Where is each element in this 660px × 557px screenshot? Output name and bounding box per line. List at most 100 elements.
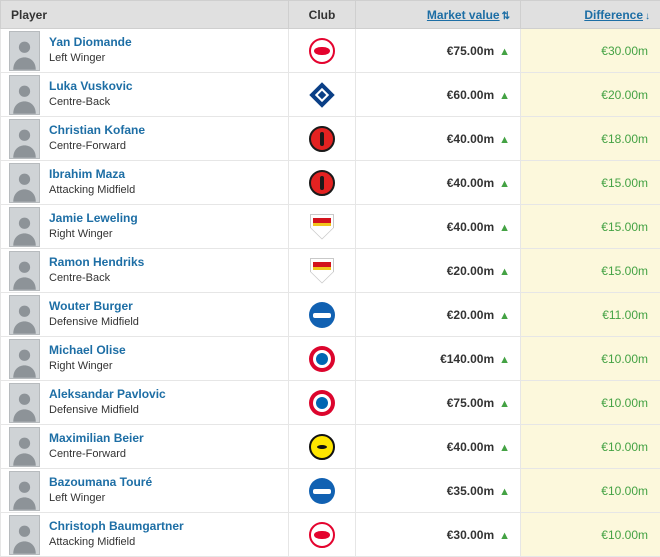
player-cell: Bazoumana Touré Left Winger xyxy=(1,469,289,513)
player-photo[interactable] xyxy=(9,251,40,291)
table-row: Bazoumana Touré Left Winger €35.00m▲ €10… xyxy=(1,469,660,513)
player-cell: Michael Olise Right Winger xyxy=(1,337,289,381)
market-value-cell: €40.00m▲ xyxy=(356,425,521,469)
market-value-up-icon: ▲ xyxy=(499,442,510,454)
player-position: Defensive Midfield xyxy=(49,316,139,330)
vfb-stuttgart-logo[interactable] xyxy=(310,258,334,284)
club-cell xyxy=(289,117,356,161)
player-photo[interactable] xyxy=(9,471,40,511)
market-value-cell: €140.00m ▲ xyxy=(356,337,521,381)
difference-header-label: Difference xyxy=(584,8,643,22)
market-value: €40.00m xyxy=(447,220,494,234)
table-row: Aleksandar Pavlovic Defensive Midfield €… xyxy=(1,381,660,425)
market-value-up-icon: ▲ xyxy=(499,134,510,146)
borussia-dortmund-logo[interactable] xyxy=(309,434,335,460)
market-value: €75.00m xyxy=(447,396,494,410)
person-silhouette-icon xyxy=(11,346,38,378)
player-name-link[interactable]: Jamie Leweling xyxy=(49,211,138,226)
difference-value: €11.00m xyxy=(602,308,648,322)
vfb-stuttgart-logo[interactable] xyxy=(310,214,334,240)
market-value-cell: €75.00m ▲ xyxy=(356,381,521,425)
player-cell: Christoph Baumgartner Attacking Midfield xyxy=(1,513,289,557)
player-position: Right Winger xyxy=(49,360,126,374)
bayern-munich-logo[interactable] xyxy=(309,346,335,372)
player-cell: Maximilian Beier Centre-Forward xyxy=(1,425,289,469)
player-photo[interactable] xyxy=(9,383,40,423)
player-name-link[interactable]: Yan Diomande xyxy=(49,35,132,50)
player-photo[interactable] xyxy=(9,515,40,555)
player-name-link[interactable]: Aleksandar Pavlovic xyxy=(49,387,166,402)
player-name-link[interactable]: Christian Kofane xyxy=(49,123,145,138)
bayern-munich-logo[interactable] xyxy=(309,390,335,416)
player-name-link[interactable]: Ibrahim Maza xyxy=(49,167,135,182)
hamburger-sv-logo[interactable] xyxy=(309,82,335,108)
player-name-link[interactable]: Luka Vuskovic xyxy=(49,79,133,94)
player-position: Centre-Forward xyxy=(49,448,144,462)
difference-cell: €30.00m xyxy=(521,29,660,73)
difference-cell: €10.00m xyxy=(521,513,660,557)
player-photo[interactable] xyxy=(9,31,40,71)
market-value-up-icon: ▲ xyxy=(499,354,510,366)
hoffenheim-logo[interactable] xyxy=(309,302,335,328)
difference-cell: €18.00m xyxy=(521,117,660,161)
difference-cell: €10.00m xyxy=(521,337,660,381)
difference-cell: €10.00m xyxy=(521,425,660,469)
difference-cell: €10.00m xyxy=(521,381,660,425)
col-header-market-value[interactable]: Market value⇅ xyxy=(427,8,510,22)
hoffenheim-logo[interactable] xyxy=(309,478,335,504)
player-cell: Jamie Leweling Right Winger xyxy=(1,205,289,249)
market-value-up-icon: ▲ xyxy=(499,398,510,410)
market-value-cell: €40.00m ▲ xyxy=(356,161,521,205)
club-cell xyxy=(289,381,356,425)
player-cell: Aleksandar Pavlovic Defensive Midfield xyxy=(1,381,289,425)
player-cell: Ramon Hendriks Centre-Back xyxy=(1,249,289,293)
difference-value: €10.00m xyxy=(601,396,648,410)
player-photo[interactable] xyxy=(9,119,40,159)
difference-value: €18.00m xyxy=(601,132,648,146)
difference-cell: €20.00m xyxy=(521,73,660,117)
bayer-leverkusen-logo[interactable] xyxy=(309,126,335,152)
difference-value: €10.00m xyxy=(601,484,648,498)
market-value-up-icon: ▲ xyxy=(499,486,510,498)
player-name-link[interactable]: Christoph Baumgartner xyxy=(49,519,184,534)
player-photo[interactable] xyxy=(9,207,40,247)
player-name-link[interactable]: Wouter Burger xyxy=(49,299,139,314)
player-photo[interactable] xyxy=(9,295,40,335)
player-photo[interactable] xyxy=(9,75,40,115)
player-cell: Yan Diomande Left Winger xyxy=(1,29,289,73)
table-row: Luka Vuskovic Centre-Back €60.00m▲ €20.0… xyxy=(1,73,660,117)
player-position: Attacking Midfield xyxy=(49,184,135,198)
player-position: Left Winger xyxy=(49,52,132,66)
club-cell xyxy=(289,293,356,337)
table-row: Jamie Leweling Right Winger €40.00m ▲ €15… xyxy=(1,205,660,249)
market-value-cell: €75.00m▲ xyxy=(356,29,521,73)
bayer-leverkusen-logo[interactable] xyxy=(309,170,335,196)
player-name-link[interactable]: Michael Olise xyxy=(49,343,126,358)
player-photo[interactable] xyxy=(9,339,40,379)
market-value: €20.00m xyxy=(447,264,494,278)
club-cell xyxy=(289,73,356,117)
market-value-up-icon: ▲ xyxy=(499,222,510,234)
rb-leipzig-logo[interactable] xyxy=(309,522,335,548)
difference-value: €15.00m xyxy=(601,220,648,234)
club-cell xyxy=(289,337,356,381)
rb-leipzig-logo[interactable] xyxy=(309,38,335,64)
market-value-up-icon: ▲ xyxy=(499,266,510,278)
player-photo[interactable] xyxy=(9,163,40,203)
player-position: Centre-Forward xyxy=(49,140,145,154)
player-photo[interactable] xyxy=(9,427,40,467)
market-value-up-icon: ▲ xyxy=(499,178,510,190)
market-value: €140.00m xyxy=(440,352,494,366)
person-silhouette-icon xyxy=(11,522,38,554)
player-name-link[interactable]: Bazoumana Touré xyxy=(49,475,152,490)
difference-cell: €15.00m xyxy=(521,205,660,249)
player-name-link[interactable]: Maximilian Beier xyxy=(49,431,144,446)
player-name-link[interactable]: Ramon Hendriks xyxy=(49,255,144,270)
table-row: Christian Kofane Centre-Forward €40.00m▲… xyxy=(1,117,660,161)
market-value: €40.00m xyxy=(447,176,494,190)
difference-value: €10.00m xyxy=(601,440,648,454)
club-cell xyxy=(289,29,356,73)
col-header-difference[interactable]: Difference↓ xyxy=(584,8,650,22)
person-silhouette-icon xyxy=(11,82,38,114)
